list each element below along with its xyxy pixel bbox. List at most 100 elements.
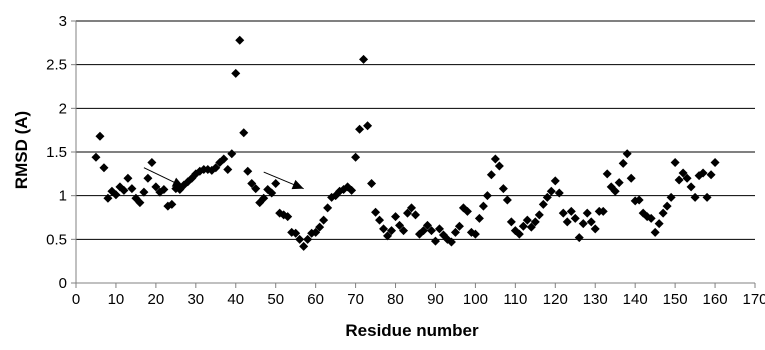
data-point — [434, 224, 444, 234]
data-point — [363, 121, 373, 131]
data-point — [319, 215, 329, 225]
data-point — [650, 227, 660, 237]
x-tick-label: 90 — [427, 291, 444, 308]
data-point — [251, 184, 261, 194]
data-point — [407, 203, 417, 213]
data-point — [311, 227, 321, 237]
data-point — [586, 217, 596, 227]
data-point — [399, 226, 409, 236]
data-point — [546, 186, 556, 196]
data-point — [658, 208, 668, 218]
data-point — [446, 237, 456, 247]
data-point — [418, 226, 428, 236]
data-point — [235, 35, 245, 45]
data-point — [426, 226, 436, 236]
y-tick-label: 3 — [59, 13, 67, 30]
data-point — [590, 224, 600, 234]
data-point — [127, 184, 137, 194]
data-point — [686, 182, 696, 192]
data-point — [690, 192, 700, 202]
data-point — [662, 201, 672, 211]
data-point — [506, 217, 516, 227]
data-point — [522, 215, 532, 225]
data-point — [698, 168, 708, 178]
data-point — [315, 222, 325, 232]
data-point — [578, 219, 588, 229]
data-point — [622, 149, 632, 159]
data-point — [151, 182, 161, 192]
data-point — [267, 188, 277, 198]
data-point — [367, 178, 377, 188]
y-tick-label: 2 — [59, 100, 67, 117]
data-point — [403, 208, 413, 218]
y-tick-label: 0 — [59, 275, 67, 292]
x-tick-label: 30 — [187, 291, 204, 308]
x-tick-label: 100 — [463, 291, 488, 308]
data-point — [391, 212, 401, 222]
data-point — [371, 207, 381, 217]
data-point — [143, 173, 153, 183]
data-point — [91, 152, 101, 162]
data-point — [219, 154, 229, 164]
data-point — [654, 219, 664, 229]
x-tick-label: 60 — [307, 291, 324, 308]
data-point — [706, 170, 716, 180]
data-point — [123, 173, 133, 183]
x-axis-title: Residue number — [345, 321, 479, 340]
data-point — [530, 217, 540, 227]
data-point — [702, 192, 712, 202]
data-point — [422, 220, 432, 230]
x-tick-label: 50 — [267, 291, 284, 308]
data-point — [470, 229, 480, 239]
data-point — [610, 186, 620, 196]
data-point — [167, 199, 177, 209]
data-point — [562, 217, 572, 227]
data-point — [223, 164, 233, 174]
data-point — [347, 185, 357, 195]
data-point — [295, 234, 305, 244]
data-point — [538, 199, 548, 209]
data-point — [375, 215, 385, 225]
x-tick-label: 70 — [347, 291, 364, 308]
data-point — [670, 157, 680, 167]
data-point — [430, 236, 440, 246]
data-point — [554, 188, 564, 198]
y-tick-label: 1.5 — [46, 144, 67, 161]
data-point — [558, 208, 568, 218]
x-tick-label: 0 — [72, 291, 80, 308]
data-point — [666, 192, 676, 202]
data-point — [231, 68, 241, 78]
data-point — [542, 192, 552, 202]
data-point — [259, 193, 269, 203]
data-point — [247, 178, 257, 188]
data-point — [518, 221, 528, 231]
data-point — [299, 241, 309, 251]
data-point — [582, 208, 592, 218]
data-point — [474, 213, 484, 223]
data-point — [634, 195, 644, 205]
data-point — [490, 154, 500, 164]
data-point — [395, 220, 405, 230]
data-point — [450, 227, 460, 237]
x-tick-label: 80 — [387, 291, 404, 308]
data-point — [159, 185, 169, 195]
data-point — [291, 228, 301, 238]
data-point — [323, 203, 333, 213]
data-point — [462, 206, 472, 216]
y-axis-title: RMSD (A) — [12, 111, 31, 189]
data-point — [514, 229, 524, 239]
data-point — [355, 124, 365, 134]
data-point — [359, 54, 369, 64]
x-tick-label: 160 — [703, 291, 728, 308]
data-point — [618, 158, 628, 168]
data-point — [383, 231, 393, 241]
annotation-arrow — [143, 167, 185, 188]
data-point — [211, 163, 221, 173]
data-point — [482, 191, 492, 201]
data-point — [646, 213, 656, 223]
x-tick-label: 140 — [623, 291, 648, 308]
data-point — [135, 198, 145, 208]
data-point — [534, 210, 544, 220]
